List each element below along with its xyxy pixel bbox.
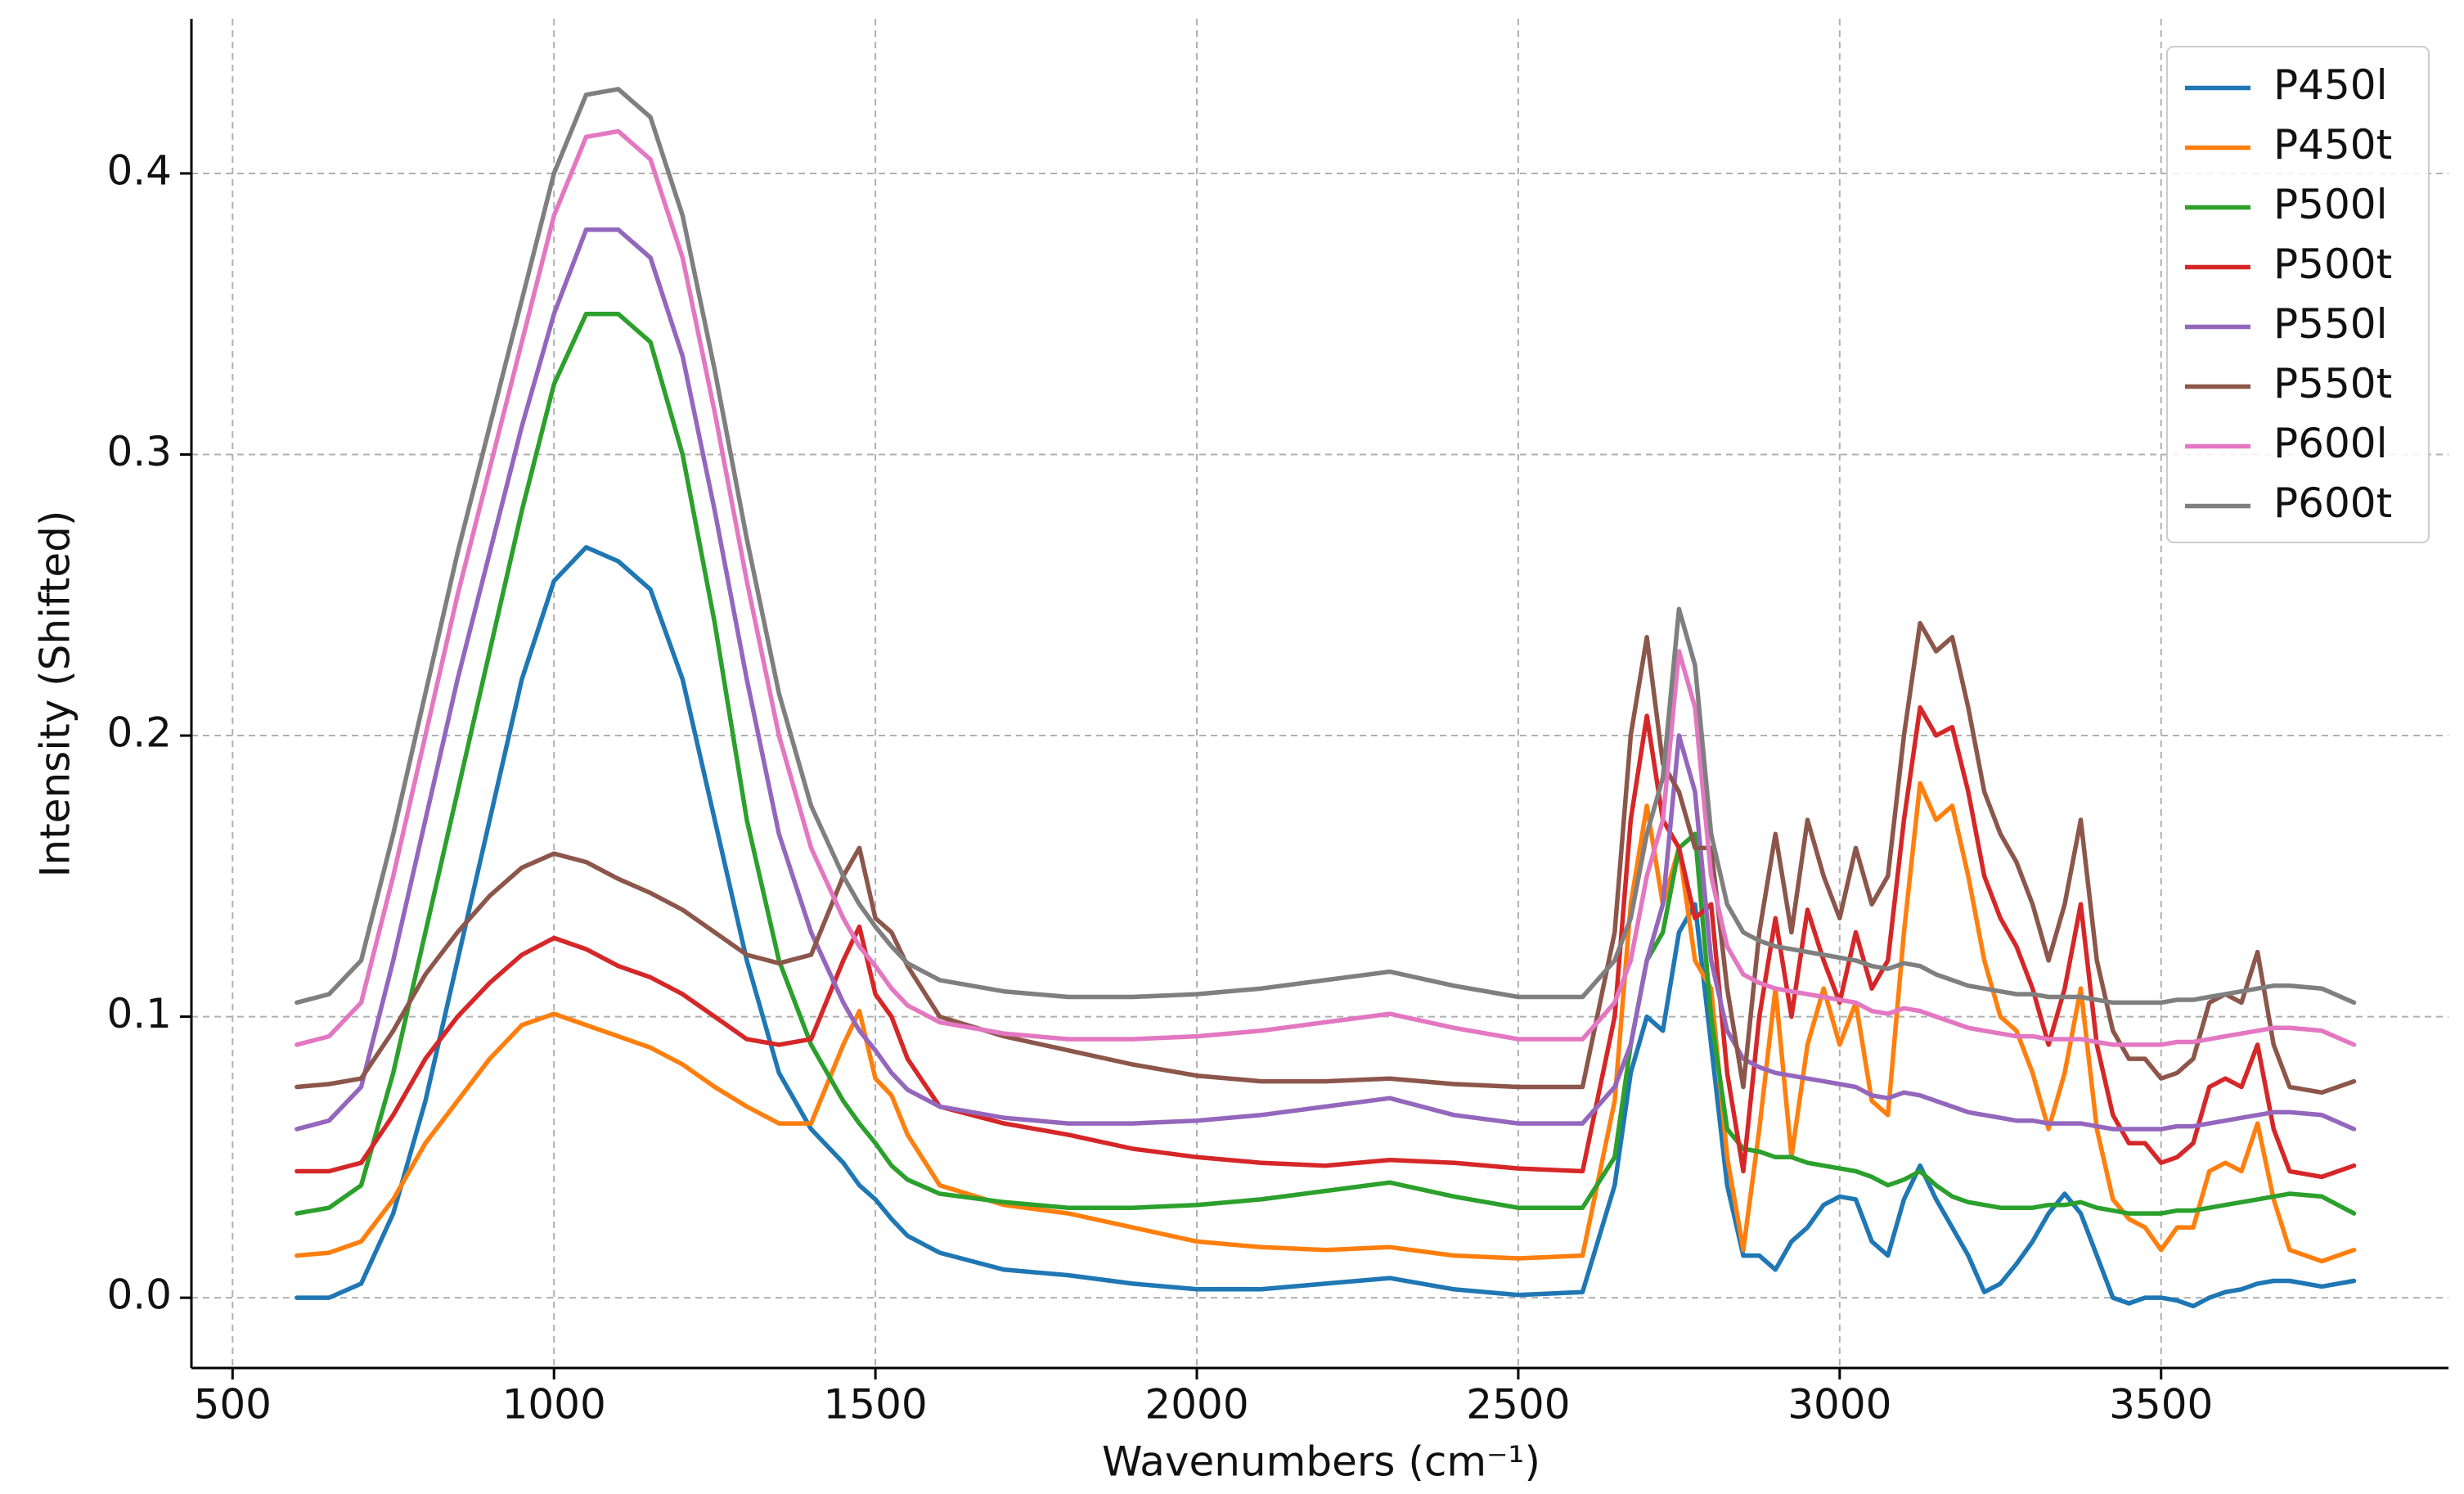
ticks: 500 1000 1500 2000 2500 3000 3500 0.0 0.1 0.2 0.3 0…	[106, 146, 2213, 1428]
x-tick-label: 500	[194, 1381, 272, 1429]
data-line	[295, 128, 2357, 1047]
legend-label: P600l	[2273, 420, 2387, 467]
y-tick-label: 0.3	[106, 428, 172, 475]
legend-label: P550t	[2273, 360, 2392, 407]
legend: P450l P450t P500l P500t P550l P550t P600l P600t	[2166, 46, 2430, 543]
x-tick-label: 3500	[2109, 1381, 2213, 1429]
legend-label: P500t	[2273, 241, 2392, 288]
legend-label: P450t	[2273, 121, 2392, 169]
legend-label: P500l	[2273, 181, 2387, 228]
data-line	[295, 704, 2357, 1180]
data-line	[295, 781, 2357, 1264]
x-tick-label: 2500	[1466, 1381, 1570, 1429]
data-line	[295, 311, 2357, 1216]
x-tick-label: 3000	[1787, 1381, 1891, 1429]
y-tick-label: 0.0	[106, 1271, 172, 1319]
plot-lines	[295, 87, 2357, 1309]
x-tick-label: 1000	[502, 1381, 606, 1429]
data-line	[295, 227, 2357, 1132]
legend-label: P600t	[2273, 479, 2392, 527]
y-tick-label: 0.2	[106, 709, 172, 757]
legend-box	[2166, 46, 2430, 543]
data-line	[295, 620, 2357, 1096]
legend-label: P450l	[2273, 61, 2387, 109]
x-axis-label: Wavenumbers (cm⁻¹)	[1102, 1438, 1540, 1486]
x-tick-label: 2000	[1144, 1381, 1248, 1429]
data-line	[295, 87, 2357, 1006]
legend-label: P550l	[2273, 300, 2387, 348]
y-axis-label: Intensity (Shifted)	[32, 511, 79, 878]
y-tick-label: 0.1	[106, 990, 172, 1037]
y-tick-label: 0.4	[106, 146, 172, 194]
x-tick-label: 1500	[823, 1381, 927, 1429]
